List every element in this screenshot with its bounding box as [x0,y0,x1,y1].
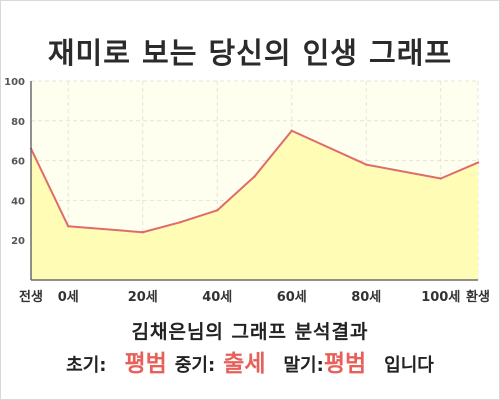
data-point [178,221,182,224]
x-tick-label: 환생 [466,289,490,305]
y-tick-label: 100 [4,77,25,88]
data-point [253,175,256,178]
y-tick-label: 20 [11,236,25,247]
y-tick-label: 60 [11,157,25,168]
data-point [476,161,480,164]
data-point [365,163,368,166]
x-tick-label: 40세 [202,290,232,305]
early-value: 평범 [124,351,167,377]
life-line-chart: 20 40 60 80 100 전생 0세 20세 40세 60세 80세 100세 환생 [4,77,490,305]
y-tick-label: 80 [11,117,25,128]
x-tick-label: 80세 [351,290,381,305]
area-fill [31,130,478,280]
middle-label: 중기: [174,355,216,376]
data-point [290,129,293,132]
analysis-result: 초기: 평범 중기: 출세 말기:평범 입니다 [0,344,500,378]
middle-value: 출세 [223,351,266,377]
data-point [67,225,70,228]
life-series-line [30,129,479,234]
analysis-heading: 김채은님의 그래프 분석결과 [131,321,369,343]
late-label: 말기: [283,355,324,376]
x-tick-label: 100세 [421,290,460,305]
data-point [141,231,144,234]
early-label: 초기: [66,355,107,376]
data-point [216,209,219,212]
x-tick-label: 전생 [19,289,43,305]
x-tick-label: 0세 [58,290,79,305]
result-suffix: 입니다 [384,355,434,376]
late-value: 평범 [323,351,367,377]
x-tick-label: 60세 [277,290,307,305]
chart-title: 재미로 보는 당신의 인생 그래프 [47,36,453,70]
x-tick-label: 20세 [128,290,158,305]
data-point [439,177,442,180]
y-tick-label: 40 [11,196,25,207]
